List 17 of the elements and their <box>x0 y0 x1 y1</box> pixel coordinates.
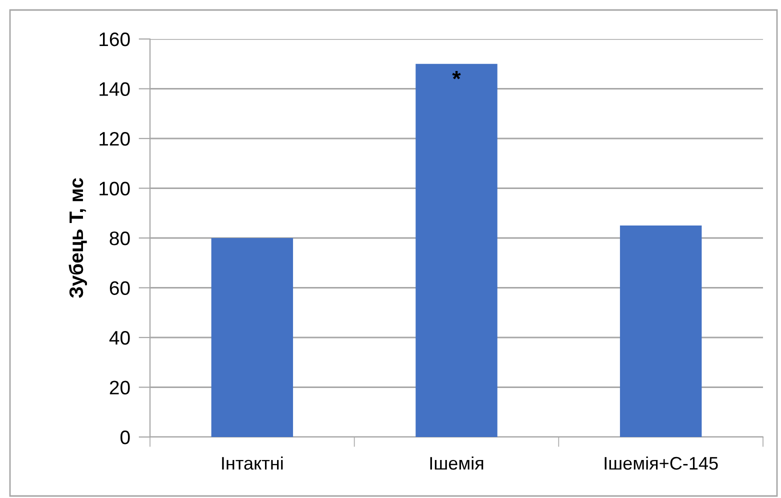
bar <box>416 64 498 437</box>
bar <box>211 238 294 437</box>
y-tick-label: 60 <box>110 281 130 295</box>
y-tick-label: 0 <box>120 430 130 444</box>
y-tick-label: 160 <box>100 32 130 46</box>
x-tick-label: Ішемія <box>430 456 484 470</box>
y-tick-label: 100 <box>100 182 130 196</box>
annotation: * <box>452 71 461 80</box>
x-tick-label: Ішемія+С-145 <box>604 456 718 470</box>
y-axis-title: Зубець Т, мс <box>68 178 88 298</box>
y-tick-label: 20 <box>110 380 130 394</box>
y-tick-label: 120 <box>100 132 130 146</box>
y-tick-label: 40 <box>109 330 130 345</box>
y-tick-label: 80 <box>110 231 130 246</box>
y-tick-label: 140 <box>100 82 130 96</box>
bar <box>620 226 702 437</box>
x-tick-label: Інтактні <box>222 456 283 470</box>
